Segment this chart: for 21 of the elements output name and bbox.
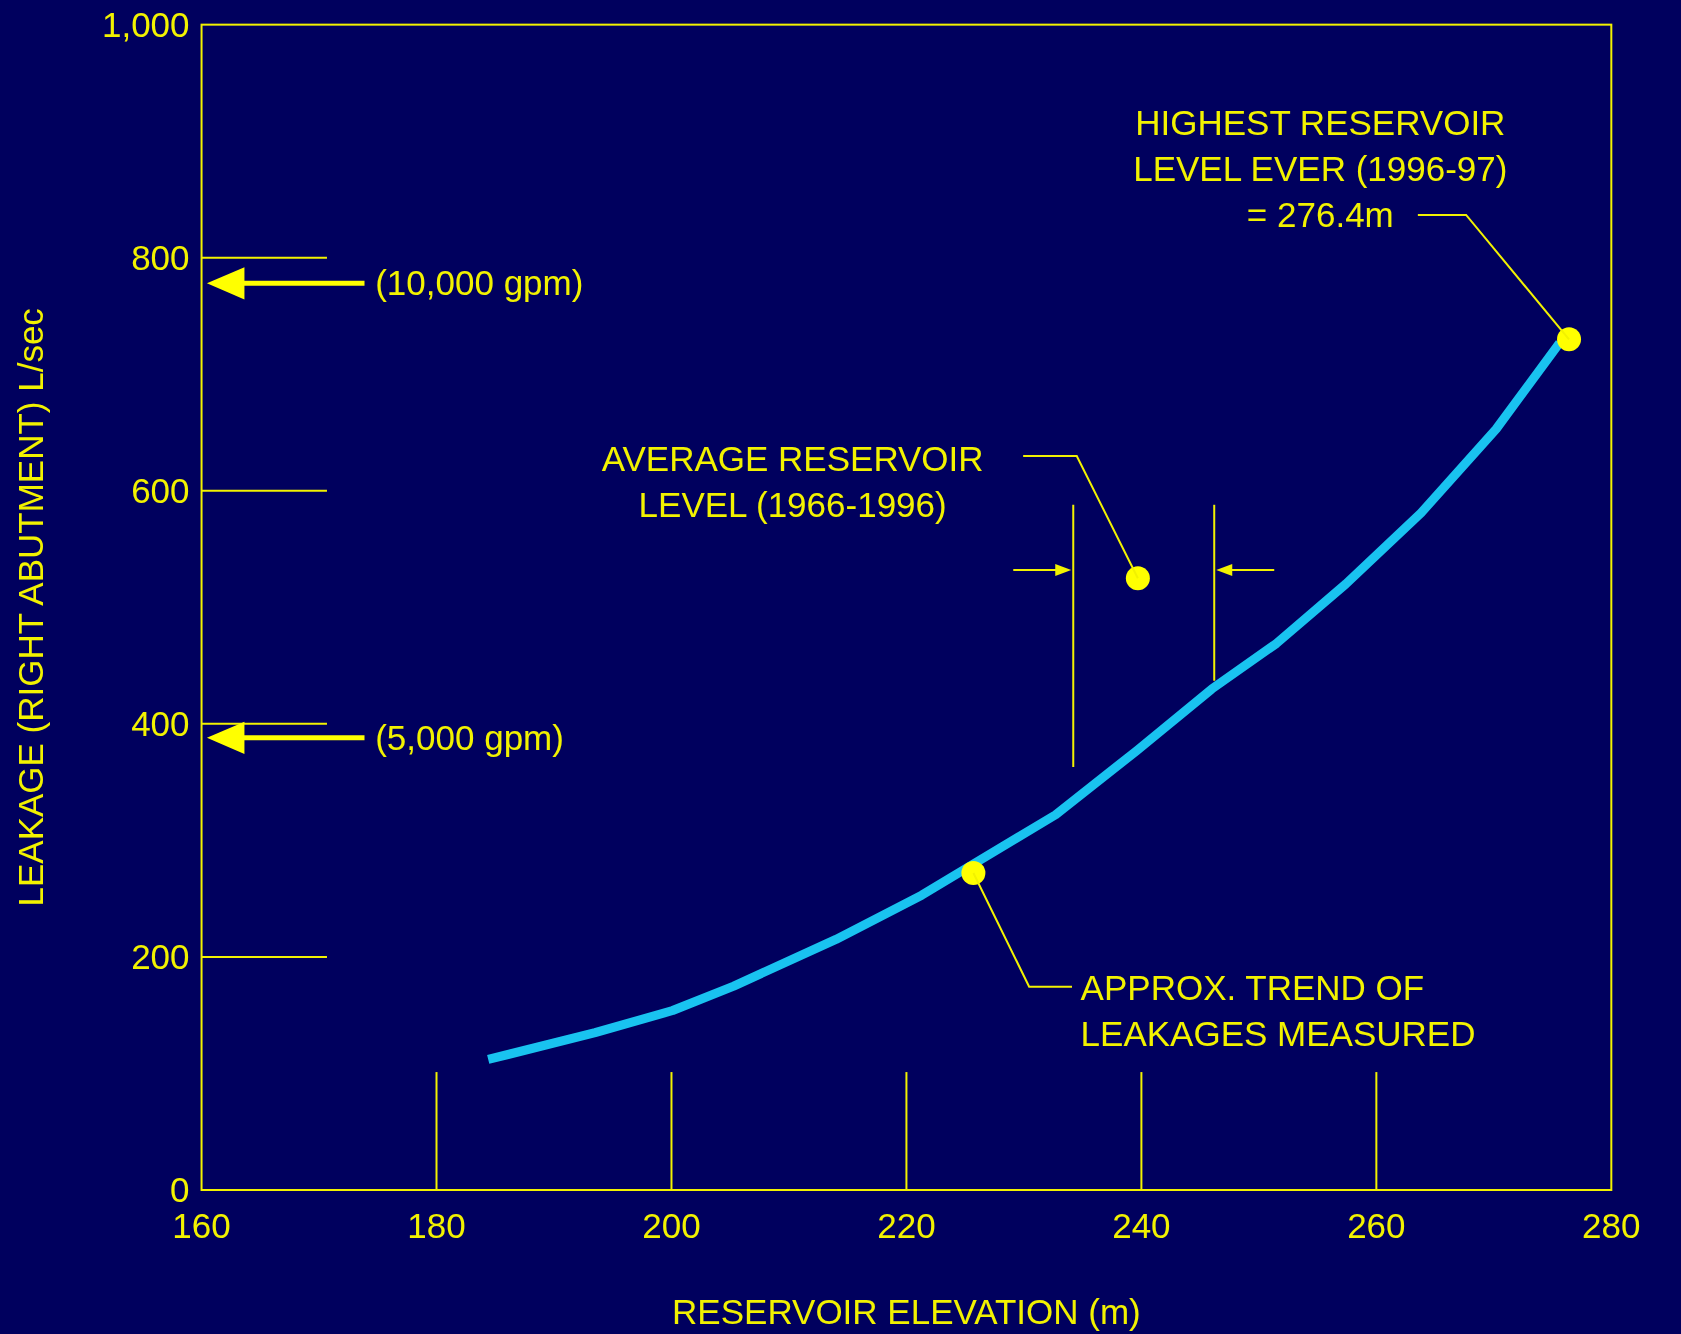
annotation: AVERAGE RESERVOIR LEVEL (1966-1996) bbox=[601, 438, 984, 525]
annotation: HIGHEST RESERVOIR LEVEL EVER (1996-97) = 276.4m bbox=[1133, 102, 1508, 234]
x-tick-label: 240 bbox=[1112, 1205, 1171, 1245]
x-tick-label: 260 bbox=[1347, 1205, 1406, 1245]
x-tick-label: 200 bbox=[642, 1205, 701, 1245]
ref-line-label: (5,000 gpm) bbox=[375, 717, 564, 757]
y-axis-title: LEAKAGE (RIGHT ABUTMENT) L/sec bbox=[10, 308, 50, 907]
x-tick-label: 180 bbox=[407, 1205, 466, 1245]
y-tick-label: 800 bbox=[131, 237, 190, 277]
annotation: APPROX. TREND OF LEAKAGES MEASURED bbox=[1080, 967, 1476, 1053]
y-tick-label: 200 bbox=[131, 936, 190, 976]
point bbox=[1557, 327, 1582, 352]
y-tick-label: 400 bbox=[131, 703, 190, 743]
ref-line-label: (10,000 gpm) bbox=[375, 263, 584, 303]
y-tick-label: 600 bbox=[131, 470, 190, 510]
x-axis-title: RESERVOIR ELEVATION (m) bbox=[672, 1292, 1141, 1331]
x-tick-label: 220 bbox=[877, 1205, 936, 1245]
point bbox=[1125, 566, 1150, 591]
x-tick-label: 280 bbox=[1582, 1205, 1641, 1245]
y-tick-label: 1,000 bbox=[101, 4, 190, 44]
point bbox=[961, 861, 986, 886]
